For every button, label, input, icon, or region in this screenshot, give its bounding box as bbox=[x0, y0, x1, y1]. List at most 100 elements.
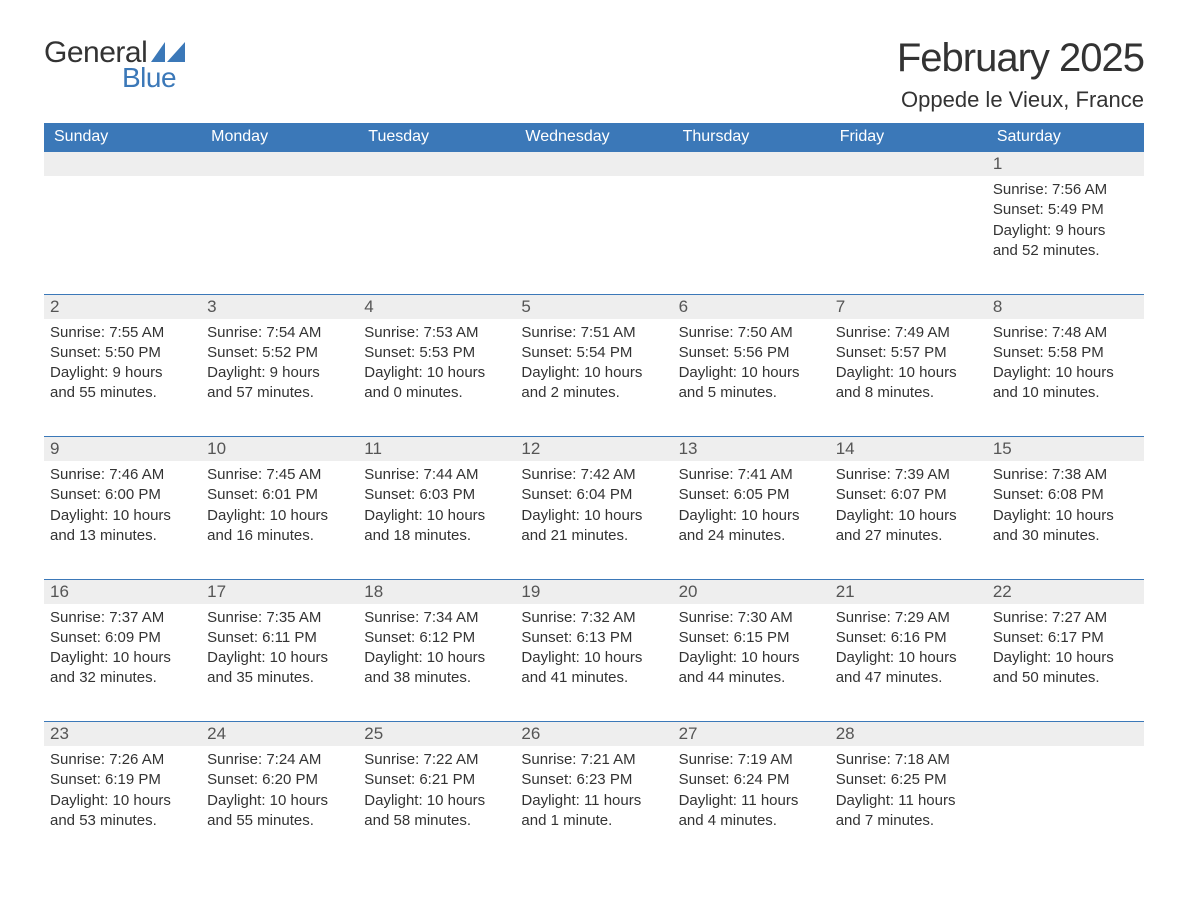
sunrise-text: Sunrise: 7:19 AM bbox=[679, 750, 822, 770]
day-number-row: 1 bbox=[44, 152, 1144, 176]
sunset-text: Sunset: 5:53 PM bbox=[364, 343, 507, 363]
sunrise-text: Sunrise: 7:51 AM bbox=[521, 323, 664, 343]
day1-text: Daylight: 11 hours bbox=[836, 791, 979, 811]
day1-text: Daylight: 10 hours bbox=[993, 648, 1136, 668]
day-header-row: Sunday Monday Tuesday Wednesday Thursday… bbox=[44, 123, 1144, 152]
sunset-text: Sunset: 6:15 PM bbox=[679, 628, 822, 648]
day1-text: Daylight: 10 hours bbox=[207, 791, 350, 811]
sunrise-text: Sunrise: 7:38 AM bbox=[993, 465, 1136, 485]
empty-day-cell bbox=[987, 746, 1144, 840]
day-number: 5 bbox=[515, 294, 672, 319]
sunrise-text: Sunrise: 7:42 AM bbox=[521, 465, 664, 485]
day-cell: Sunrise: 7:41 AMSunset: 6:05 PMDaylight:… bbox=[673, 461, 830, 555]
day-cell: Sunrise: 7:42 AMSunset: 6:04 PMDaylight:… bbox=[515, 461, 672, 555]
day2-text: and 7 minutes. bbox=[836, 811, 979, 831]
sunrise-text: Sunrise: 7:48 AM bbox=[993, 323, 1136, 343]
sunrise-text: Sunrise: 7:30 AM bbox=[679, 608, 822, 628]
day-number: 27 bbox=[673, 722, 830, 747]
sunrise-text: Sunrise: 7:54 AM bbox=[207, 323, 350, 343]
day-number: 23 bbox=[44, 722, 201, 747]
day1-text: Daylight: 10 hours bbox=[364, 648, 507, 668]
day-number: 16 bbox=[44, 579, 201, 604]
day-cell: Sunrise: 7:32 AMSunset: 6:13 PMDaylight:… bbox=[515, 604, 672, 698]
day-number: 12 bbox=[515, 437, 672, 462]
title-block: February 2025 Oppede le Vieux, France bbox=[897, 36, 1144, 113]
day2-text: and 1 minute. bbox=[521, 811, 664, 831]
sunset-text: Sunset: 6:20 PM bbox=[207, 770, 350, 790]
day1-text: Daylight: 10 hours bbox=[836, 648, 979, 668]
empty-day-cell bbox=[515, 176, 672, 270]
sunset-text: Sunset: 6:16 PM bbox=[836, 628, 979, 648]
logo: General Blue bbox=[44, 36, 185, 94]
sunrise-text: Sunrise: 7:26 AM bbox=[50, 750, 193, 770]
day-number-row: 9101112131415 bbox=[44, 437, 1144, 462]
day2-text: and 16 minutes. bbox=[207, 526, 350, 546]
sunset-text: Sunset: 6:17 PM bbox=[993, 628, 1136, 648]
day-number: 7 bbox=[830, 294, 987, 319]
calendar-table: Sunday Monday Tuesday Wednesday Thursday… bbox=[44, 123, 1144, 840]
day-cell: Sunrise: 7:29 AMSunset: 6:16 PMDaylight:… bbox=[830, 604, 987, 698]
day1-text: Daylight: 10 hours bbox=[993, 363, 1136, 383]
day1-text: Daylight: 10 hours bbox=[50, 791, 193, 811]
sunset-text: Sunset: 6:07 PM bbox=[836, 485, 979, 505]
day-number: 8 bbox=[987, 294, 1144, 319]
empty-day-cell bbox=[673, 176, 830, 270]
sunset-text: Sunset: 6:11 PM bbox=[207, 628, 350, 648]
day-number-row: 16171819202122 bbox=[44, 579, 1144, 604]
day-number: 20 bbox=[673, 579, 830, 604]
day1-text: Daylight: 10 hours bbox=[364, 363, 507, 383]
sunrise-text: Sunrise: 7:21 AM bbox=[521, 750, 664, 770]
sunset-text: Sunset: 6:03 PM bbox=[364, 485, 507, 505]
page-title: February 2025 bbox=[897, 36, 1144, 81]
day1-text: Daylight: 9 hours bbox=[207, 363, 350, 383]
day-number: 24 bbox=[201, 722, 358, 747]
day-cell: Sunrise: 7:50 AMSunset: 5:56 PMDaylight:… bbox=[673, 319, 830, 413]
sunrise-text: Sunrise: 7:32 AM bbox=[521, 608, 664, 628]
sunset-text: Sunset: 5:56 PM bbox=[679, 343, 822, 363]
day-cell: Sunrise: 7:19 AMSunset: 6:24 PMDaylight:… bbox=[673, 746, 830, 840]
day-number: 2 bbox=[44, 294, 201, 319]
sunrise-text: Sunrise: 7:53 AM bbox=[364, 323, 507, 343]
day1-text: Daylight: 10 hours bbox=[679, 506, 822, 526]
day2-text: and 27 minutes. bbox=[836, 526, 979, 546]
day-cell: Sunrise: 7:46 AMSunset: 6:00 PMDaylight:… bbox=[44, 461, 201, 555]
sunset-text: Sunset: 6:23 PM bbox=[521, 770, 664, 790]
day-number: 25 bbox=[358, 722, 515, 747]
day-cell: Sunrise: 7:27 AMSunset: 6:17 PMDaylight:… bbox=[987, 604, 1144, 698]
day-number: 4 bbox=[358, 294, 515, 319]
day-cell: Sunrise: 7:26 AMSunset: 6:19 PMDaylight:… bbox=[44, 746, 201, 840]
day-number: 1 bbox=[987, 152, 1144, 176]
sunrise-text: Sunrise: 7:18 AM bbox=[836, 750, 979, 770]
day2-text: and 58 minutes. bbox=[364, 811, 507, 831]
day1-text: Daylight: 10 hours bbox=[679, 648, 822, 668]
sunrise-text: Sunrise: 7:22 AM bbox=[364, 750, 507, 770]
sunrise-text: Sunrise: 7:45 AM bbox=[207, 465, 350, 485]
sunrise-text: Sunrise: 7:27 AM bbox=[993, 608, 1136, 628]
sunset-text: Sunset: 5:57 PM bbox=[836, 343, 979, 363]
logo-word-blue: Blue bbox=[122, 62, 176, 94]
day-detail-row: Sunrise: 7:46 AMSunset: 6:00 PMDaylight:… bbox=[44, 461, 1144, 555]
day-cell: Sunrise: 7:35 AMSunset: 6:11 PMDaylight:… bbox=[201, 604, 358, 698]
day-cell: Sunrise: 7:30 AMSunset: 6:15 PMDaylight:… bbox=[673, 604, 830, 698]
day2-text: and 41 minutes. bbox=[521, 668, 664, 688]
sunset-text: Sunset: 6:09 PM bbox=[50, 628, 193, 648]
day-cell: Sunrise: 7:49 AMSunset: 5:57 PMDaylight:… bbox=[830, 319, 987, 413]
day1-text: Daylight: 10 hours bbox=[50, 506, 193, 526]
day-detail-row: Sunrise: 7:37 AMSunset: 6:09 PMDaylight:… bbox=[44, 604, 1144, 698]
day1-text: Daylight: 9 hours bbox=[50, 363, 193, 383]
day-header-wed: Wednesday bbox=[515, 123, 672, 152]
day2-text: and 57 minutes. bbox=[207, 383, 350, 403]
day-detail-row: Sunrise: 7:55 AMSunset: 5:50 PMDaylight:… bbox=[44, 319, 1144, 413]
day1-text: Daylight: 11 hours bbox=[521, 791, 664, 811]
day1-text: Daylight: 10 hours bbox=[364, 791, 507, 811]
week-divider bbox=[44, 413, 1144, 437]
day-cell: Sunrise: 7:34 AMSunset: 6:12 PMDaylight:… bbox=[358, 604, 515, 698]
day-number: 28 bbox=[830, 722, 987, 747]
day2-text: and 5 minutes. bbox=[679, 383, 822, 403]
empty-day-cell bbox=[201, 176, 358, 270]
day-cell: Sunrise: 7:37 AMSunset: 6:09 PMDaylight:… bbox=[44, 604, 201, 698]
sunset-text: Sunset: 5:50 PM bbox=[50, 343, 193, 363]
day1-text: Daylight: 10 hours bbox=[993, 506, 1136, 526]
day-header-tue: Tuesday bbox=[358, 123, 515, 152]
sunrise-text: Sunrise: 7:34 AM bbox=[364, 608, 507, 628]
